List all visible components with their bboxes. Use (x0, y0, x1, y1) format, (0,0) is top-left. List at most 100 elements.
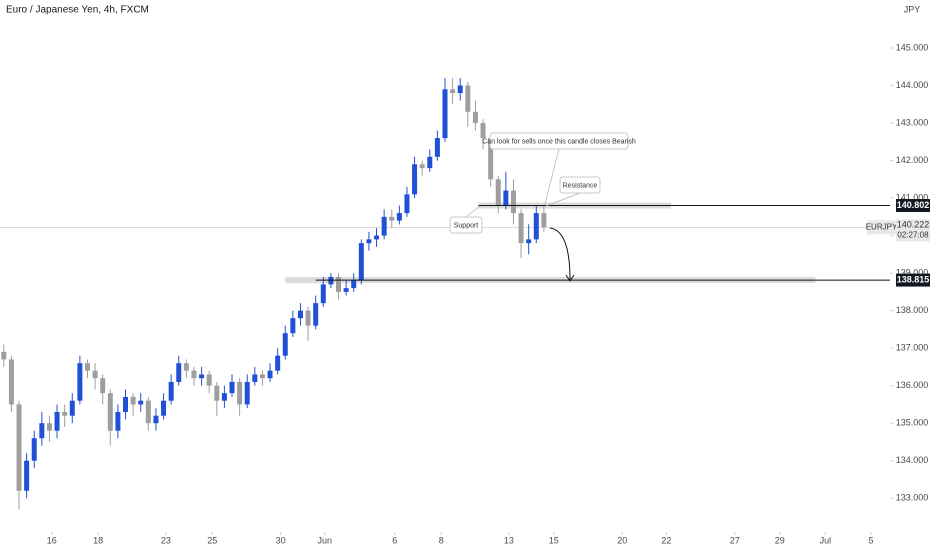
callout-box (449, 216, 483, 234)
candle-body (199, 374, 205, 379)
callout-pointer (465, 205, 481, 218)
candle-body (510, 190, 516, 214)
candle-body (237, 381, 243, 405)
x-tick-label: 5 (868, 535, 873, 545)
x-tick-label: 6 (392, 535, 397, 545)
candle-body (115, 411, 121, 431)
callout-pointer (544, 148, 560, 205)
candle-body (290, 318, 296, 334)
candle-body (24, 460, 30, 491)
callout-text: Resistance (563, 182, 598, 189)
candle-body (92, 370, 98, 379)
symbol-box (867, 220, 896, 235)
candle-body (328, 276, 334, 285)
y-tick-label: 136.000 (896, 380, 929, 390)
candle-body (541, 213, 547, 228)
candle-body (221, 393, 227, 401)
candle-body (8, 359, 14, 405)
candle-body (526, 239, 532, 244)
x-tick-label: 15 (549, 535, 559, 545)
currency-label: JPY (904, 4, 921, 14)
candle-body (244, 381, 250, 405)
candle-body (442, 89, 448, 139)
candle-body (206, 374, 212, 386)
candle-body (320, 284, 326, 304)
candle-body (495, 179, 501, 206)
candle-body (374, 235, 380, 240)
candle-body (107, 393, 113, 431)
candle-body (419, 164, 425, 169)
candle-body (229, 381, 235, 394)
candle-body (488, 138, 494, 180)
x-tick-label: Jul (820, 535, 832, 545)
candle-body (518, 213, 524, 244)
candle-body (183, 363, 189, 371)
x-tick-label: 16 (47, 535, 57, 545)
callout-text: Support (454, 222, 479, 229)
level-label: 138.815 (897, 274, 930, 284)
candle-body (480, 123, 486, 139)
candle-body (252, 374, 258, 382)
candle-body (62, 411, 68, 416)
candle-body (123, 396, 129, 412)
candle-body (130, 396, 136, 405)
level-label: 140.802 (897, 200, 930, 210)
x-tick-label: 23 (161, 535, 171, 545)
y-tick-label: 134.000 (896, 455, 929, 465)
x-tick-label: 8 (439, 535, 444, 545)
candle-body (39, 423, 45, 439)
y-tick-label: 141.000 (896, 192, 929, 202)
arrow-head (565, 274, 575, 282)
y-tick-label: 143.000 (896, 117, 929, 127)
candle-body (366, 239, 372, 244)
candle-body (282, 333, 288, 356)
x-tick-label: 18 (93, 535, 103, 545)
candle-body (351, 280, 357, 289)
candle-body (336, 276, 342, 292)
x-tick-label: 30 (276, 535, 286, 545)
candle-body (153, 415, 159, 424)
candle-body (214, 385, 220, 401)
y-tick-label: 138.000 (896, 305, 929, 315)
candle-body (412, 164, 418, 195)
callout-box (489, 132, 629, 150)
candle-body (138, 400, 144, 405)
last-price-box (896, 219, 930, 242)
x-tick-label: Jun (318, 535, 333, 545)
x-tick-label: 13 (504, 535, 514, 545)
x-tick-label: 20 (617, 535, 627, 545)
last-price-label: 140.222 (897, 220, 930, 230)
symbol-label: EURJPY (866, 222, 898, 231)
callout-text: Can look for sells once this candle clos… (482, 138, 636, 145)
candle-body (434, 138, 440, 157)
candle-body (54, 411, 60, 431)
candle-body (358, 243, 364, 281)
candle-body (275, 355, 281, 371)
candle-body (100, 378, 106, 394)
candle-body (267, 370, 273, 379)
candle-body (381, 216, 387, 236)
candle-body (191, 370, 197, 379)
candle-body (16, 404, 22, 491)
x-tick-label: 29 (775, 535, 785, 545)
candle-body (503, 190, 509, 206)
countdown-label: 02:27:08 (897, 230, 929, 239)
level-label-box (896, 273, 930, 287)
y-tick-label: 137.000 (896, 343, 929, 353)
candle-body (533, 213, 539, 240)
candle-body (168, 381, 174, 401)
y-tick-label: 135.000 (896, 418, 929, 428)
y-tick-label: 145.000 (896, 42, 929, 52)
candle-body (305, 310, 311, 326)
candle-body (427, 156, 433, 169)
candle-body (161, 400, 167, 416)
x-tick-label: 27 (730, 535, 740, 545)
callout-box (559, 176, 601, 194)
chart-title: Euro / Japanese Yen, 4h, FXCM (6, 5, 149, 16)
candle-body (404, 194, 410, 214)
candle-body (145, 400, 151, 424)
candle-body (259, 374, 265, 379)
candle-body (313, 303, 319, 326)
arrow (549, 227, 571, 281)
candle-body (465, 85, 471, 112)
